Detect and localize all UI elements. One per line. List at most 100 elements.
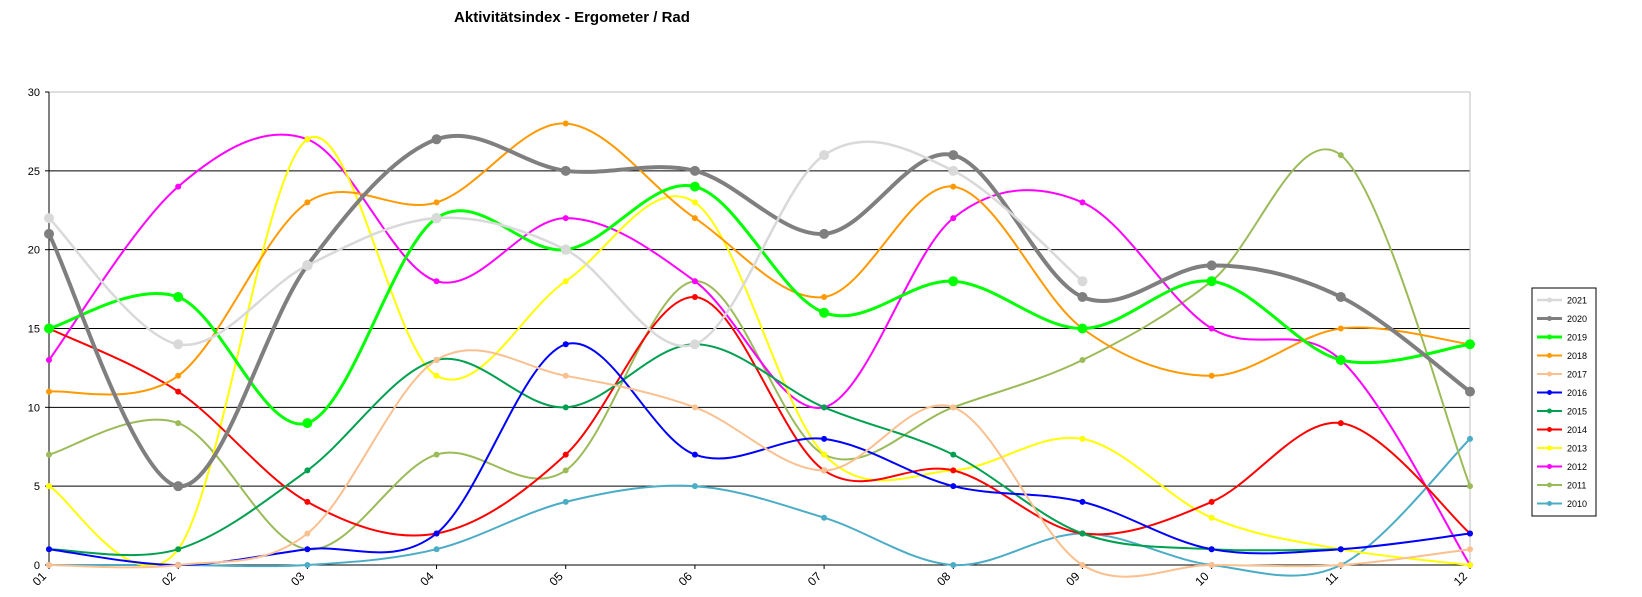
y-tick-label: 10 [28, 402, 40, 414]
legend-marker [1547, 464, 1552, 469]
series-2020 [44, 133, 1475, 492]
y-tick-label: 5 [34, 481, 40, 493]
data-point [950, 451, 957, 458]
legend-label: 2017 [1567, 370, 1587, 380]
grid [49, 170, 1470, 487]
x-axis: 01 02 03 04 05 06 07 08 09 10 11 12 [30, 565, 1471, 589]
series-2013 [46, 135, 1473, 568]
data-point [562, 372, 569, 379]
x-tick-label: 02 [159, 569, 179, 589]
data-point [562, 120, 569, 127]
data-point [304, 199, 311, 206]
data-point [46, 562, 52, 568]
legend-marker [1547, 371, 1552, 377]
data-point [44, 228, 54, 239]
data-point [1208, 325, 1215, 332]
data-point [821, 404, 828, 411]
data-point [173, 291, 184, 302]
legend-label: 2014 [1567, 425, 1587, 435]
series-line [47, 133, 1472, 489]
legend-item: 2010 [1537, 499, 1587, 509]
legend-marker [1547, 501, 1552, 506]
legend-item: 2020 [1537, 314, 1587, 324]
data-point [175, 372, 182, 379]
legend: 2021 2020 2019 2018 2017 2016 2015 2014 2013 2012… [1531, 287, 1597, 517]
data-point [562, 404, 569, 411]
legend-label: 2011 [1567, 481, 1586, 491]
data-point [44, 213, 54, 224]
y-tick-label: 20 [28, 245, 40, 257]
data-point [1206, 260, 1217, 271]
data-point [950, 404, 957, 411]
y-tick-label: 0 [34, 560, 40, 572]
data-point [819, 150, 830, 161]
data-point [1079, 199, 1086, 206]
data-point [46, 357, 52, 364]
series-2018 [46, 120, 1473, 396]
data-point [1465, 386, 1475, 397]
data-point [1079, 562, 1086, 568]
data-point [819, 228, 830, 239]
data-point [302, 260, 313, 271]
x-tick-label: 06 [676, 569, 696, 589]
data-point [1208, 372, 1215, 379]
x-tick-label: 03 [288, 569, 308, 589]
data-point [1206, 276, 1217, 287]
legend-item: 2019 [1537, 333, 1587, 343]
data-point [948, 150, 959, 161]
data-point [691, 451, 698, 458]
series-line [48, 295, 1471, 537]
data-point [1077, 323, 1088, 334]
data-point [948, 276, 959, 287]
data-point [175, 420, 182, 427]
legend-marker [1547, 316, 1552, 321]
series-line [48, 349, 1471, 578]
data-point [46, 483, 52, 490]
data-point [431, 213, 442, 224]
data-point [950, 483, 957, 490]
data-point [1337, 420, 1344, 427]
y-tick-label: 25 [28, 166, 40, 178]
data-point [1079, 498, 1086, 505]
data-point [46, 546, 52, 553]
data-point [1077, 291, 1088, 302]
x-tick-label: 09 [1063, 569, 1083, 589]
data-point [1079, 435, 1086, 442]
data-point [1208, 498, 1215, 505]
legend-item: 2014 [1537, 425, 1587, 435]
data-point [819, 307, 830, 318]
data-point [1335, 291, 1346, 302]
legend-item: 2018 [1537, 351, 1587, 361]
legend-item: 2016 [1537, 388, 1587, 398]
data-point [1467, 483, 1473, 490]
x-tick-label: 01 [30, 569, 50, 589]
y-tick-label: 15 [28, 324, 40, 336]
series-line [47, 140, 1084, 348]
data-point [1079, 357, 1086, 364]
data-point [562, 215, 569, 222]
data-point [691, 404, 698, 411]
legend-label: 2010 [1567, 499, 1587, 509]
data-point [1467, 546, 1473, 553]
data-point [562, 341, 569, 348]
legend-item: 2015 [1537, 407, 1587, 417]
legend-label: 2021 [1567, 296, 1587, 306]
data-point [950, 562, 957, 568]
data-point [950, 215, 957, 222]
data-point [1208, 562, 1215, 568]
legend-box [1531, 287, 1597, 517]
data-point [1465, 339, 1475, 350]
data-point [173, 339, 184, 350]
legend-item: 2012 [1537, 462, 1587, 472]
series-2011 [46, 148, 1473, 553]
data-point [433, 451, 440, 458]
legend-marker [1547, 297, 1552, 303]
data-point [562, 467, 569, 474]
legend-marker [1547, 427, 1552, 432]
legend-marker [1547, 334, 1552, 340]
x-tick-label: 04 [417, 569, 437, 589]
legend-label: 2018 [1567, 351, 1587, 361]
data-point [304, 136, 311, 143]
data-point [46, 451, 52, 458]
legend-label: 2015 [1567, 407, 1587, 417]
